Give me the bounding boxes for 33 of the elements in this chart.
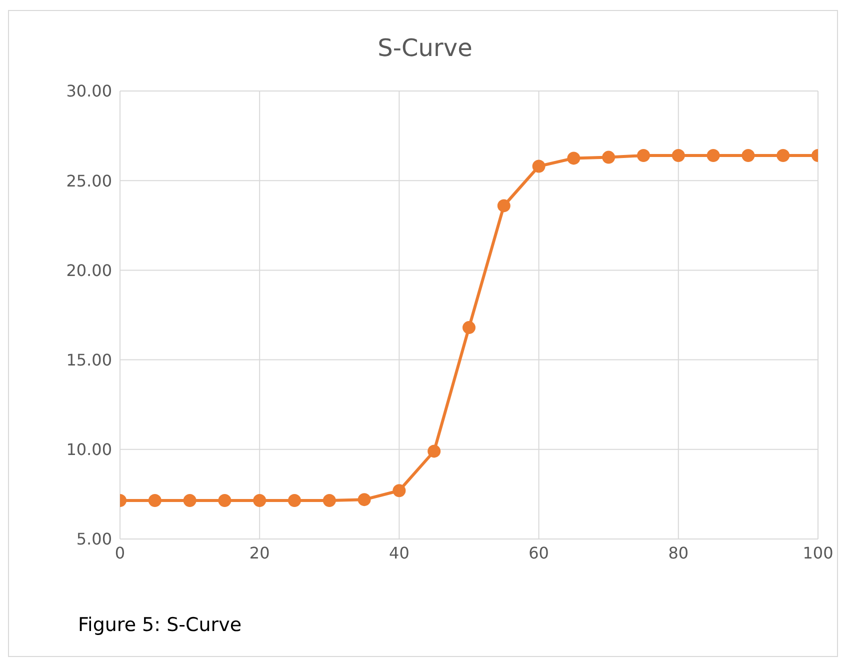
point <box>672 149 685 162</box>
point <box>288 494 301 507</box>
point <box>253 494 266 507</box>
y-tick-label: 15.00 <box>66 350 112 370</box>
point <box>497 199 510 212</box>
point <box>428 444 441 458</box>
point <box>602 150 616 164</box>
point <box>706 149 720 162</box>
point <box>322 494 336 507</box>
chart-title: S-Curve <box>376 34 474 62</box>
point <box>776 149 790 162</box>
x-tick-label: 100 <box>802 543 834 562</box>
y-tick-label: 20.00 <box>66 260 112 280</box>
point <box>462 321 476 334</box>
x-tick-label: 60 <box>528 543 549 562</box>
x-tick-label: 40 <box>389 543 410 562</box>
point <box>742 149 755 162</box>
y-tick-label: 5.00 <box>76 530 112 549</box>
point <box>148 494 162 507</box>
point <box>358 493 371 506</box>
point <box>567 152 580 165</box>
y-tick-label: 30.00 <box>66 82 112 101</box>
x-tick-label: 80 <box>668 543 689 562</box>
point <box>637 149 650 162</box>
point <box>218 494 232 507</box>
point <box>183 494 196 507</box>
x-tick-label: 20 <box>249 543 270 562</box>
y-tick-label: 10.00 <box>66 440 112 460</box>
point <box>532 160 546 173</box>
caption: Figure 5: S-Curve <box>78 614 242 636</box>
x-tick-label: 0 <box>114 543 126 562</box>
y-tick-label: 25.00 <box>66 171 112 190</box>
point <box>392 484 406 498</box>
